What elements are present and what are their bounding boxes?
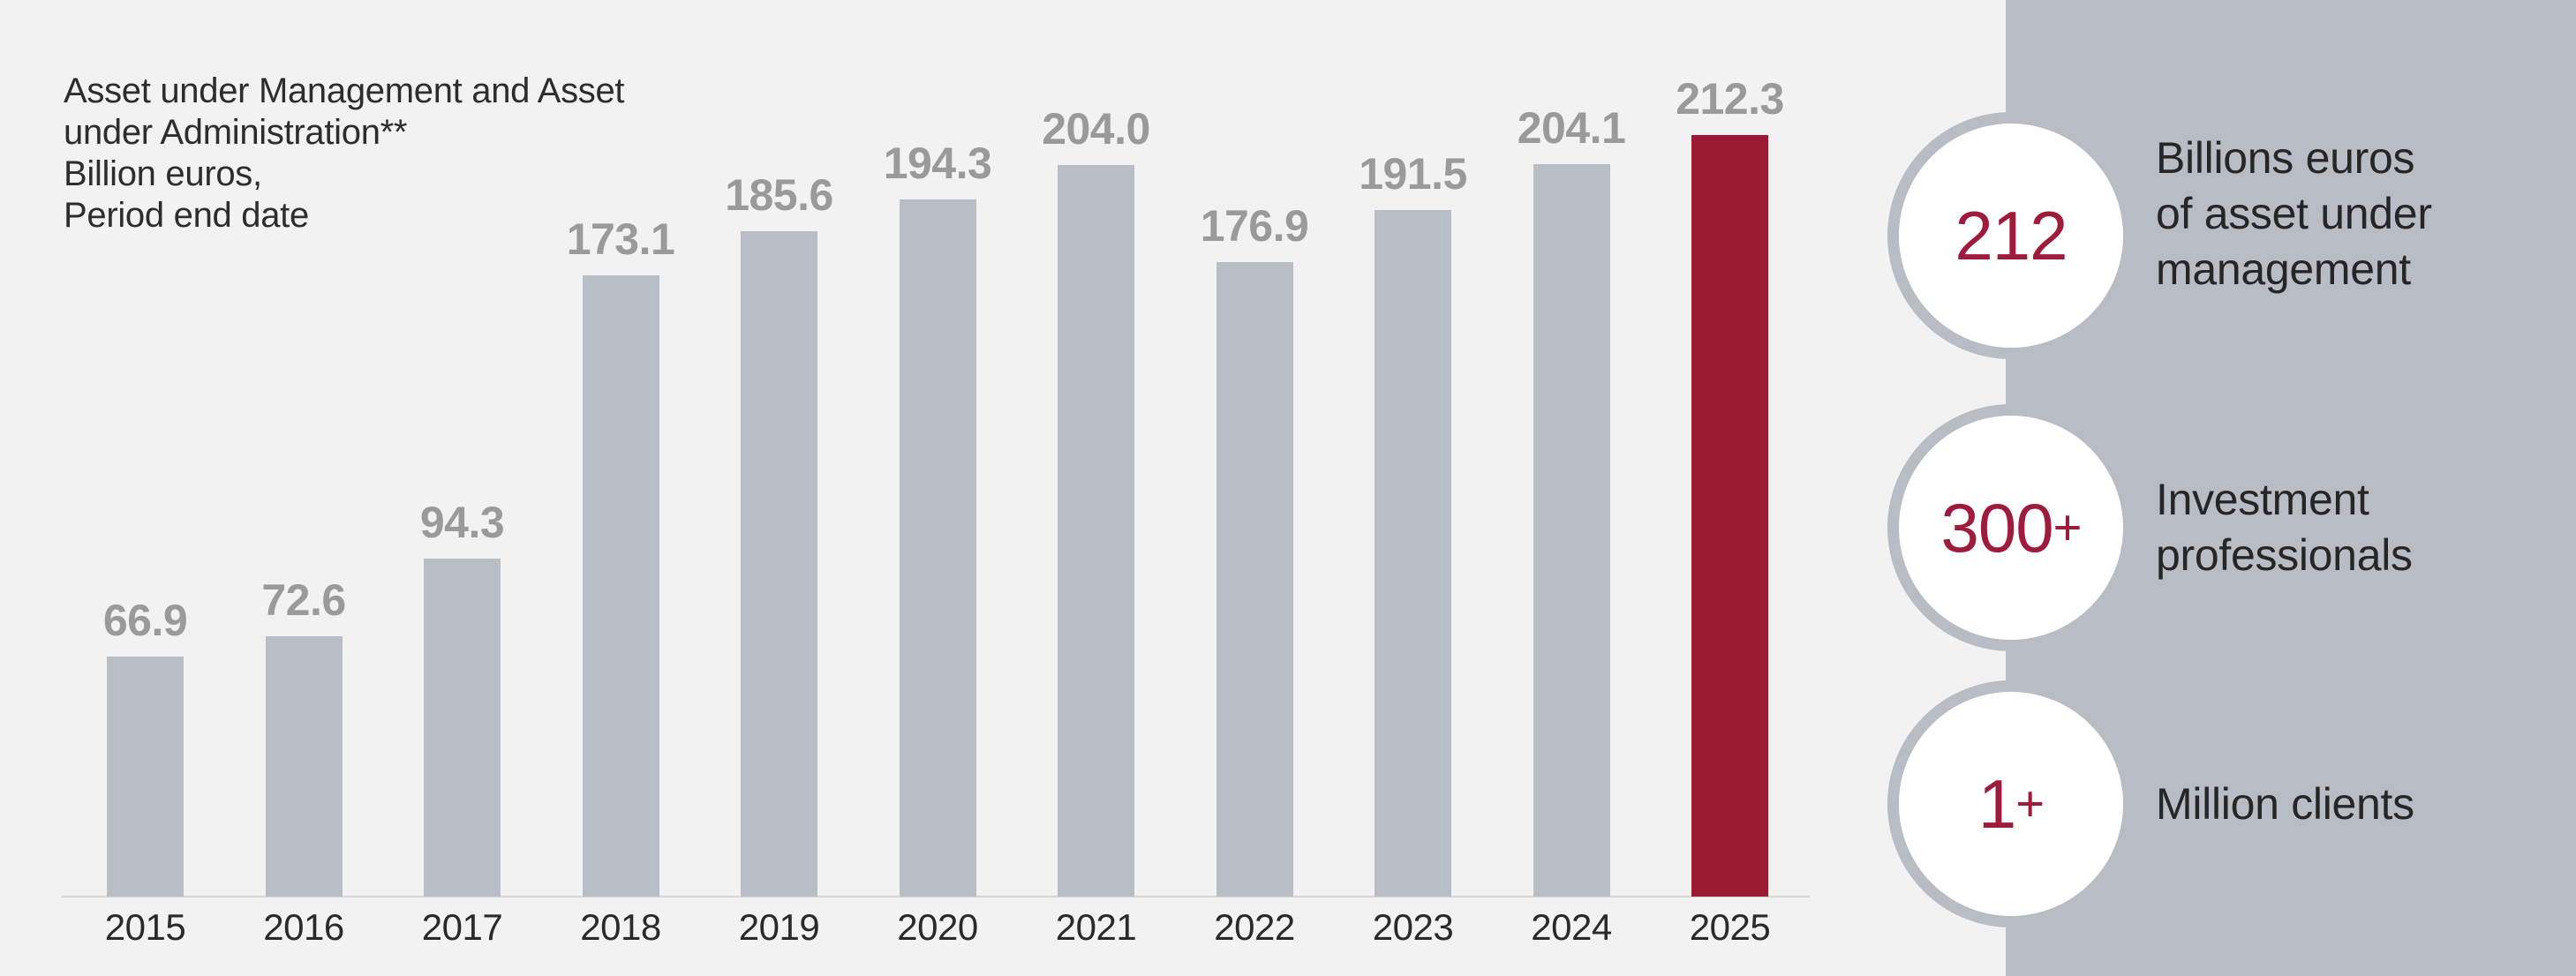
bar-value-label-2025: 212.3 [1676,74,1784,124]
x-tick-label-2021: 2021 [1055,906,1137,948]
bar-value-label-2017: 94.3 [419,498,505,547]
bar-value-label-2022: 176.9 [1200,201,1309,251]
bar-2015 [107,657,184,897]
x-tick-label-2024: 2024 [1531,906,1612,948]
x-tick-label-2023: 2023 [1372,906,1454,948]
bar-value-label-2016: 72.6 [261,575,346,625]
stat-circle-clients: 1+ [1887,680,2135,927]
bar-2019 [741,231,817,897]
bar-2017 [424,559,501,897]
stat-number: 212 [1955,196,2068,274]
stat-label-professionals: Investment professionals [2156,475,2413,580]
plus-sign: + [2015,775,2045,831]
x-tick-label-2018: 2018 [580,906,661,948]
x-tick-label-2025: 2025 [1689,906,1771,948]
stat-label-clients: Million clients [2156,779,2414,829]
bar-2018 [582,275,659,897]
x-axis-line [62,896,1810,897]
bar-2025 [1691,135,1768,897]
bar-2020 [899,199,976,897]
stat-label-aum: Billions euros of asset under management [2156,133,2432,294]
bar-value-label-2015: 66.9 [102,596,188,645]
bar-2016 [265,636,343,897]
bar-2021 [1058,165,1134,897]
chart-title: Asset under Management and Asset under A… [64,71,625,235]
bar-value-label-2020: 194.3 [883,139,992,188]
x-tick-label-2022: 2022 [1214,906,1295,948]
bar-2022 [1216,262,1293,897]
bar-2024 [1533,164,1610,897]
bar-value-label-2023: 191.5 [1359,149,1467,199]
bar-value-label-2021: 204.0 [1042,104,1150,154]
bar-2023 [1375,210,1451,897]
bar-value-label-2018: 173.1 [566,214,675,264]
stat-number: 300+ [1940,488,2083,567]
stat-circle-aum: 212 [1887,112,2135,359]
x-tick-label-2017: 2017 [421,906,503,948]
x-tick-label-2016: 2016 [263,906,344,948]
x-tick-label-2015: 2015 [104,906,186,948]
bar-value-label-2019: 185.6 [725,170,833,220]
plus-sign: + [2053,499,2083,555]
x-tick-label-2020: 2020 [897,906,978,948]
x-tick-label-2019: 2019 [738,906,820,948]
stat-number: 1+ [1977,764,2045,843]
stat-circle-professionals: 300+ [1887,404,2135,651]
bar-value-label-2024: 204.1 [1517,103,1626,153]
